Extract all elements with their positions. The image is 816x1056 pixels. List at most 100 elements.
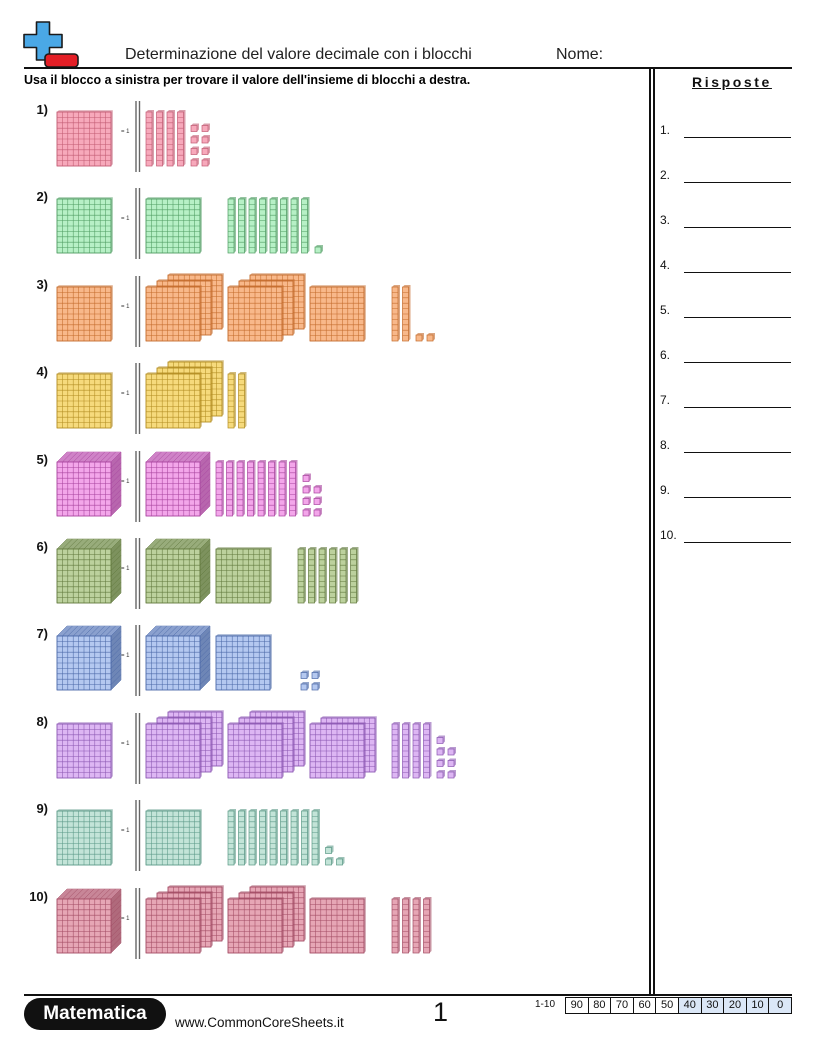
- problem-blocks: [56, 625, 320, 697]
- answer-blank[interactable]: [684, 407, 791, 408]
- flat-stack: [309, 715, 377, 779]
- rod-block: [215, 459, 224, 516]
- footer-divider: [24, 994, 792, 996]
- answer-blank[interactable]: [684, 272, 791, 273]
- rod-block: [290, 809, 299, 866]
- reference-value-label: = 1: [121, 653, 130, 660]
- unit-cube: [201, 135, 210, 144]
- rod-block: [248, 809, 257, 866]
- cube-block: [56, 538, 122, 604]
- unit-cube: [314, 245, 323, 254]
- score-cell: 30: [701, 997, 725, 1014]
- flat-block: [56, 372, 113, 429]
- rod-block: [412, 896, 421, 953]
- flat-block: [56, 197, 113, 254]
- problem-row: 4) = 1: [0, 360, 640, 444]
- unit-cube: [436, 735, 445, 744]
- block-set: [145, 709, 456, 779]
- rod-block: [145, 110, 154, 167]
- answers-column-divider: [649, 68, 651, 995]
- score-range-label: 1-10: [535, 999, 556, 1010]
- unit-cube: [190, 123, 199, 132]
- problem-number: 1): [36, 102, 48, 117]
- rod-block: [280, 809, 289, 866]
- block-set: [145, 538, 359, 604]
- answer-blank[interactable]: [684, 317, 791, 318]
- problem-blocks: [56, 884, 432, 959]
- unit-cube: [325, 857, 334, 866]
- unit-cube: [436, 758, 445, 767]
- answer-blank[interactable]: [684, 137, 791, 138]
- rod-block: [259, 197, 268, 254]
- unit-cube: [336, 857, 345, 866]
- rod-block: [177, 110, 186, 167]
- reference-value-label: = 1: [121, 129, 130, 135]
- flat-block: [56, 110, 113, 167]
- answer-blank[interactable]: [684, 227, 791, 228]
- score-cell: 90: [566, 997, 589, 1014]
- flat-block: [145, 721, 202, 779]
- page-number: 1: [433, 997, 449, 1027]
- rod-block: [350, 547, 359, 604]
- answer-blank[interactable]: [684, 362, 791, 363]
- flat-stack: [145, 360, 224, 429]
- website-label: www.CommonCoreSheets.it: [175, 1015, 344, 1030]
- rod-block: [238, 809, 247, 866]
- score-cell: 70: [611, 997, 634, 1014]
- flat-stack: [227, 709, 306, 779]
- problem-row: 1) = 1: [0, 101, 640, 182]
- answer-number: 10.: [660, 528, 677, 542]
- reference-block: [56, 372, 113, 429]
- answer-blank[interactable]: [684, 497, 791, 498]
- rod-block: [423, 721, 432, 779]
- flat-block: [215, 547, 272, 604]
- answers-column-divider: [653, 68, 655, 995]
- block-set: [145, 626, 320, 691]
- rod-block: [329, 547, 338, 604]
- unit-cube: [300, 682, 309, 691]
- block-set: [145, 809, 345, 866]
- rod-block: [391, 721, 400, 779]
- unit-cube: [447, 769, 456, 779]
- rod-block: [227, 372, 236, 429]
- rod-block: [290, 197, 299, 254]
- reference-value-label: = 1: [121, 391, 130, 398]
- block-set: [145, 451, 322, 516]
- problem-row: 5) = 1: [0, 450, 640, 532]
- answer-number: 3.: [660, 213, 671, 227]
- rod-block: [402, 284, 411, 342]
- answer-blank[interactable]: [684, 182, 791, 183]
- rod-block: [391, 896, 400, 953]
- unit-cube: [313, 496, 322, 505]
- answer-number: 7.: [660, 393, 671, 407]
- rod-block: [391, 284, 400, 342]
- problem-number: 2): [36, 189, 48, 205]
- problem-number: 7): [36, 626, 48, 642]
- unit-cube: [201, 146, 210, 155]
- answer-blank[interactable]: [684, 542, 791, 543]
- flat-block: [227, 896, 284, 953]
- unit-cube: [302, 507, 311, 516]
- problem-number: 8): [36, 713, 48, 729]
- unit-cube: [436, 769, 445, 779]
- block-set: [145, 272, 435, 342]
- rod-block: [412, 721, 421, 779]
- unit-cube: [302, 496, 311, 505]
- problem-number: 5): [36, 451, 48, 467]
- rod-block: [278, 459, 287, 516]
- separator-line: [135, 887, 141, 959]
- cube-block: [56, 888, 122, 953]
- flat-block: [145, 809, 202, 866]
- page-title: Determinazione del valore decimale con i…: [125, 46, 472, 63]
- reference-value-label: = 1: [121, 478, 130, 485]
- answer-blank[interactable]: [684, 452, 791, 453]
- flat-block: [145, 896, 202, 953]
- flat-stack: [145, 272, 224, 342]
- reference-block: [56, 451, 122, 516]
- flat-block: [145, 372, 202, 429]
- rod-block: [269, 197, 278, 254]
- flat-block: [56, 809, 113, 866]
- rod-block: [301, 809, 310, 866]
- separator-line: [135, 712, 141, 784]
- problem-blocks: [56, 188, 323, 260]
